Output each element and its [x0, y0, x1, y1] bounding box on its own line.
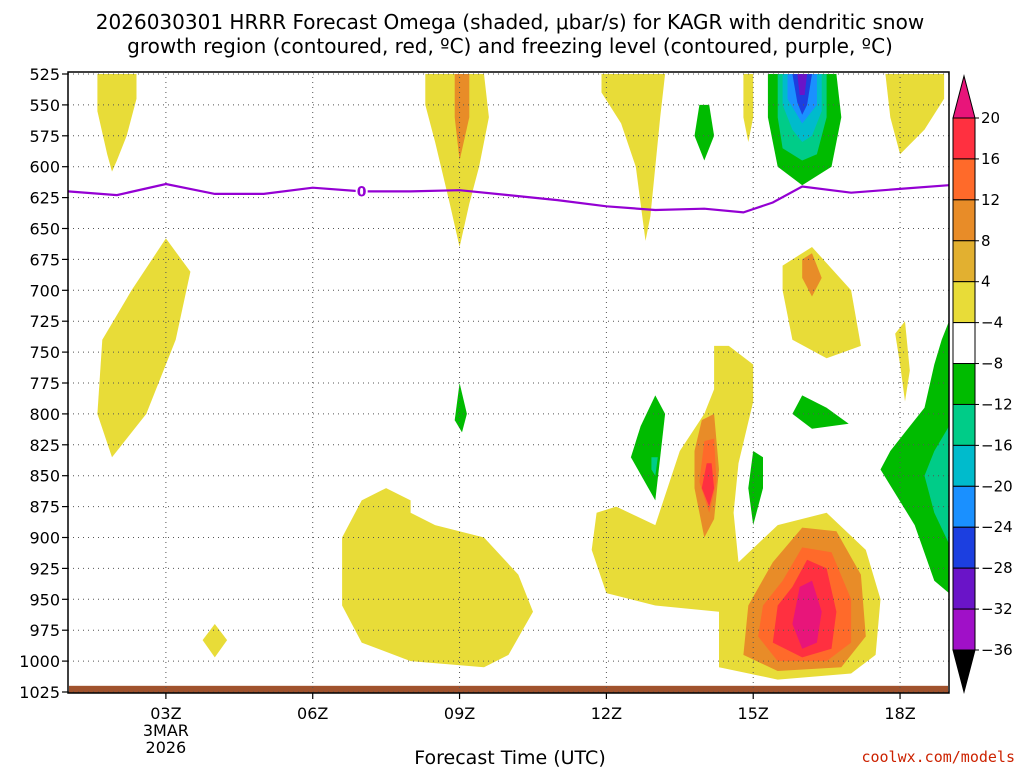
- colorbar-box-3: [952, 240, 976, 283]
- x-tick-label-18Z: 18Z: [884, 704, 915, 723]
- omega-region-upper-yellow-right: [885, 74, 945, 155]
- colorbar-box-4: [952, 281, 976, 324]
- colorbar-box-12: [952, 608, 976, 651]
- x-tick-label-09Z: 09Z: [444, 704, 475, 723]
- colorbar-label-9: −20: [981, 477, 1013, 495]
- chart-title-line2: growth region (contoured, red, ºC) and f…: [127, 34, 893, 58]
- y-tick-label-575: 575: [29, 127, 60, 146]
- colorbar-box-0: [952, 117, 976, 160]
- colorbar-box-9: [952, 485, 976, 528]
- colorbar-box-8: [952, 444, 976, 487]
- colorbar-label-1: 16: [981, 150, 1000, 168]
- ground-strip: [69, 685, 948, 693]
- omega-region-green-1510: [748, 451, 763, 526]
- omega-region-yellow-left-mid: [97, 238, 191, 458]
- omega-region-upper-yellow-left: [97, 74, 137, 172]
- colorbar-label-4: 4: [981, 273, 991, 291]
- y-tick-label-925: 925: [29, 559, 60, 578]
- omega-region-yellow-16z-mid: [782, 247, 861, 359]
- omega-region-upper-green-14z: [694, 104, 715, 161]
- omega-region-yellow-18z-mid: [895, 321, 910, 402]
- colorbar-box-5: [952, 322, 976, 365]
- omega-region-upper-navy-16z: [797, 74, 808, 95]
- omega-region-green-09z: [454, 383, 467, 433]
- colorbar-bottom-triangle: [952, 649, 976, 694]
- omega-region-green-16z-small: [792, 395, 849, 429]
- colorbar-label-2: 12: [981, 191, 1000, 209]
- y-tick-label-775: 775: [29, 374, 60, 393]
- colorbar-label-5: −4: [981, 314, 1003, 332]
- y-tick-label-600: 600: [29, 158, 60, 177]
- x-tick-label-12Z: 12Z: [591, 704, 622, 723]
- colorbar-label-7: −12: [981, 395, 1013, 413]
- omega-region-red-14z: [701, 463, 715, 507]
- colorbar-label-12: −32: [981, 600, 1013, 618]
- freezing-level-label: 0: [357, 184, 367, 200]
- colorbar-label-3: 8: [981, 232, 991, 250]
- y-tick-label-800: 800: [29, 405, 60, 424]
- y-tick-label-1000: 1000: [19, 652, 60, 671]
- x-tick-label-03Z: 03Z: [150, 704, 181, 723]
- y-tick-label-550: 550: [29, 96, 60, 115]
- y-tick-label-625: 625: [29, 189, 60, 208]
- omega-region-yellow-lower-left: [342, 488, 533, 668]
- y-tick-label-650: 650: [29, 220, 60, 239]
- colorbar-label-0: 20: [981, 109, 1000, 127]
- x-tick-label-06Z: 06Z: [297, 704, 328, 723]
- omega-region-upper-yellow-12z: [601, 74, 666, 241]
- omega-shading-layer: [97, 74, 949, 680]
- colorbar-label-10: −24: [981, 518, 1013, 536]
- omega-region-magenta-lower-16z: [792, 580, 822, 649]
- x-axis-title: Forecast Time (UTC): [414, 747, 605, 768]
- colorbar-top-triangle: [952, 74, 976, 119]
- colorbar-label-13: −36: [981, 641, 1013, 659]
- colorbar-label-11: −28: [981, 559, 1013, 577]
- x-tick-sublabel-year: 2026: [146, 738, 187, 757]
- omega-region-upper-yellow-09z: [425, 74, 489, 247]
- y-tick-label-750: 750: [29, 343, 60, 362]
- y-tick-label-900: 900: [29, 529, 60, 548]
- y-tick-label-700: 700: [29, 281, 60, 300]
- colorbar-box-10: [952, 526, 976, 569]
- y-tick-label-850: 850: [29, 467, 60, 486]
- chart-title-line1: 2026030301 HRRR Forecast Omega (shaded, …: [96, 10, 924, 34]
- colorbar-box-2: [952, 199, 976, 242]
- y-tick-label-825: 825: [29, 436, 60, 455]
- colorbar-box-1: [952, 158, 976, 201]
- freezing-level-layer: 0: [67, 182, 950, 214]
- y-tick-label-875: 875: [29, 498, 60, 517]
- omega-region-yellow-04z-blob: [202, 624, 228, 658]
- credit-text: coolwx.com/models: [861, 748, 1015, 766]
- x-tick-sublabel-date: 3MAR: [143, 721, 189, 740]
- colorbar-box-11: [952, 567, 976, 610]
- freezing-level-label-bg: [355, 183, 368, 200]
- omega-region-yellow-15z-sliver: [743, 74, 754, 142]
- ground-layer: [69, 685, 948, 693]
- y-tick-label-1025: 1025: [19, 683, 60, 702]
- omega-region-teal-right: [924, 426, 949, 544]
- axes-layer: 525 550 575 600 625 650 675 700 725 750 775 800 825 8…: [19, 65, 950, 757]
- omega-region-orange-16z-mid: [802, 253, 822, 297]
- x-tick-label-15Z: 15Z: [738, 704, 769, 723]
- omega-region-green-right: [880, 321, 949, 594]
- omega-region-upper-orange-09z: [454, 74, 470, 161]
- y-tick-label-975: 975: [29, 621, 60, 640]
- colorbar-box-7: [952, 403, 976, 446]
- omega-region-teal-13z: [651, 457, 658, 476]
- omega-region-green-13z: [630, 395, 666, 501]
- y-tick-label-950: 950: [29, 590, 60, 609]
- colorbar-label-8: −16: [981, 436, 1013, 454]
- y-tick-label-675: 675: [29, 250, 60, 269]
- y-tick-label-725: 725: [29, 312, 60, 331]
- grid-layer: [68, 72, 949, 693]
- colorbar-box-6: [952, 363, 976, 405]
- colorbar: 20 16 12 8 4 −4 −8 −12 −16 −20 −24 −28 −32 −36: [952, 74, 1013, 694]
- y-tick-label-525: 525: [29, 65, 60, 84]
- colorbar-label-6: −8: [981, 355, 1003, 373]
- freezing-level-line: [67, 182, 950, 214]
